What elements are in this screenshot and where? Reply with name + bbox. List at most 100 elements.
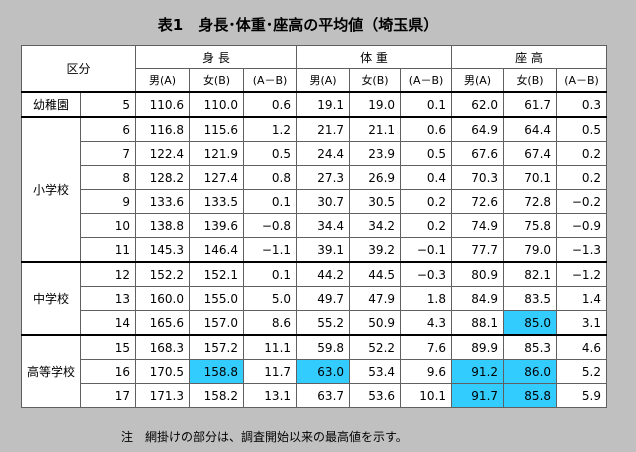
value-cell: −0.1 (400, 237, 453, 263)
value-cell: 146.4 (189, 237, 245, 263)
value-cell: 128.2 (135, 165, 191, 190)
value-cell: 47.9 (349, 286, 402, 311)
value-cell: 61.7 (503, 91, 558, 118)
value-cell: 59.8 (296, 334, 351, 360)
height-male-header: 男(A) (135, 68, 191, 93)
value-cell: 72.8 (503, 189, 558, 214)
value-cell: 0.8 (243, 165, 298, 190)
value-cell: 91.2 (451, 359, 505, 384)
value-cell: 49.7 (296, 286, 351, 311)
age-cell: 13 (80, 286, 137, 311)
value-cell: 121.9 (189, 141, 245, 166)
table-row: 10 138.8 139.6 −0.8 34.4 34.2 0.2 74.9 75.8 −0.9 (22, 213, 608, 238)
value-cell: 8.6 (243, 310, 298, 336)
age-cell: 12 (80, 261, 137, 287)
value-cell: 152.1 (189, 261, 245, 287)
value-cell: 53.6 (349, 383, 402, 408)
value-cell: 158.8 (189, 359, 245, 384)
value-cell: 85.3 (503, 334, 558, 360)
value-cell: 133.6 (135, 189, 191, 214)
value-cell: 152.2 (135, 261, 191, 287)
value-cell: −1.1 (243, 237, 298, 263)
value-cell: 34.4 (296, 213, 351, 238)
value-cell: 157.2 (189, 334, 245, 360)
table-row: 幼稚園 5 110.6 110.0 0.6 19.1 19.0 0.1 62.0 61.7 0.3 (20, 91, 608, 118)
age-cell: 8 (80, 165, 137, 190)
age-cell: 5 (80, 91, 137, 118)
sitting-male-header: 男(A) (451, 68, 505, 93)
value-cell: 11.7 (243, 359, 298, 384)
value-cell: 138.8 (135, 213, 191, 238)
value-cell: 84.9 (451, 286, 505, 311)
value-cell: 171.3 (135, 383, 191, 408)
value-cell: 80.9 (451, 261, 505, 287)
value-cell: 1.2 (243, 116, 298, 142)
value-cell: 110.0 (189, 91, 245, 118)
table-row: 14 165.6 157.0 8.6 55.2 50.9 4.3 88.1 85.0 3.1 (22, 310, 608, 336)
table-row: 17 171.3 158.2 13.1 63.7 53.6 10.1 91.7 85.8 5.9 (22, 383, 608, 408)
weight-female-header: 女(B) (349, 68, 402, 93)
weight-header: 体 重 (296, 45, 453, 69)
value-cell: 160.0 (135, 286, 191, 311)
value-cell: 110.6 (135, 91, 191, 118)
value-cell: 0.6 (243, 91, 298, 118)
value-cell: 116.8 (135, 116, 191, 142)
value-cell: 30.7 (296, 189, 351, 214)
value-cell: 0.1 (243, 189, 298, 214)
age-cell: 9 (80, 189, 137, 214)
footnote: 注 網掛けの部分は、調査開始以来の最高値を示す。 (121, 430, 408, 444)
table-row: 8 128.2 127.4 0.8 27.3 26.9 0.4 70.3 70.1 0.2 (22, 165, 608, 190)
value-cell: 127.4 (189, 165, 245, 190)
value-cell: 122.4 (135, 141, 191, 166)
value-cell: 3.1 (556, 310, 608, 336)
age-cell: 11 (80, 237, 137, 263)
age-cell: 14 (80, 310, 137, 336)
value-cell: 0.1 (243, 261, 298, 287)
table-row: 高等学校 15 168.3 157.2 11.1 59.8 52.2 7.6 89.9 85.3 4… (20, 334, 608, 408)
table-row: 13 160.0 155.0 5.0 49.7 47.9 1.8 84.9 83.5 1.4 (22, 286, 608, 311)
value-cell: 75.8 (503, 213, 558, 238)
age-cell: 7 (80, 141, 137, 166)
value-cell: 0.1 (400, 91, 453, 118)
age-cell: 15 (80, 334, 137, 360)
value-cell: 64.9 (451, 116, 505, 142)
value-cell: 44.2 (296, 261, 351, 287)
value-cell: 21.1 (349, 116, 402, 142)
table-row: 7 122.4 121.9 0.5 24.4 23.9 0.5 67.6 67.4 0.2 (22, 141, 608, 166)
value-cell: 19.0 (349, 91, 402, 118)
age-cell: 10 (80, 213, 137, 238)
value-cell: 67.4 (503, 141, 558, 166)
value-cell: 0.2 (400, 213, 453, 238)
weight-diff-header: (A－B) (400, 68, 453, 93)
value-cell: 62.0 (451, 91, 505, 118)
value-cell: −1.2 (556, 261, 608, 287)
value-cell: 85.0 (503, 310, 558, 336)
value-cell: 77.7 (451, 237, 505, 263)
value-cell: −0.3 (400, 261, 453, 287)
value-cell: 155.0 (189, 286, 245, 311)
value-cell: 170.5 (135, 359, 191, 384)
value-cell: 26.9 (349, 165, 402, 190)
value-cell: 23.9 (349, 141, 402, 166)
value-cell: 115.6 (189, 116, 245, 142)
value-cell: 19.1 (296, 91, 351, 118)
value-cell: 91.7 (451, 383, 505, 408)
table-row: 小学校 6 116.8 115.6 1.2 21.7 21.1 0.6 64.9 64.4 0.5 (20, 116, 608, 263)
value-cell: 88.1 (451, 310, 505, 336)
sitting-diff-header: (A－B) (556, 68, 608, 93)
value-cell: 70.3 (451, 165, 505, 190)
value-cell: 0.5 (556, 116, 608, 142)
value-cell: 0.4 (400, 165, 453, 190)
value-cell: 13.1 (243, 383, 298, 408)
value-cell: 52.2 (349, 334, 402, 360)
value-cell: 5.9 (556, 383, 608, 408)
value-cell: −0.9 (556, 213, 608, 238)
value-cell: 1.4 (556, 286, 608, 311)
table-row: 16 170.5 158.8 11.7 63.0 53.4 9.6 91.2 86.0 5.2 (22, 359, 608, 384)
value-cell: 4.6 (556, 334, 608, 360)
value-cell: 82.1 (503, 261, 558, 287)
value-cell: 21.7 (296, 116, 351, 142)
school-level-label: 高等学校 (20, 334, 82, 408)
age-cell: 6 (80, 116, 137, 142)
value-cell: 79.0 (503, 237, 558, 263)
